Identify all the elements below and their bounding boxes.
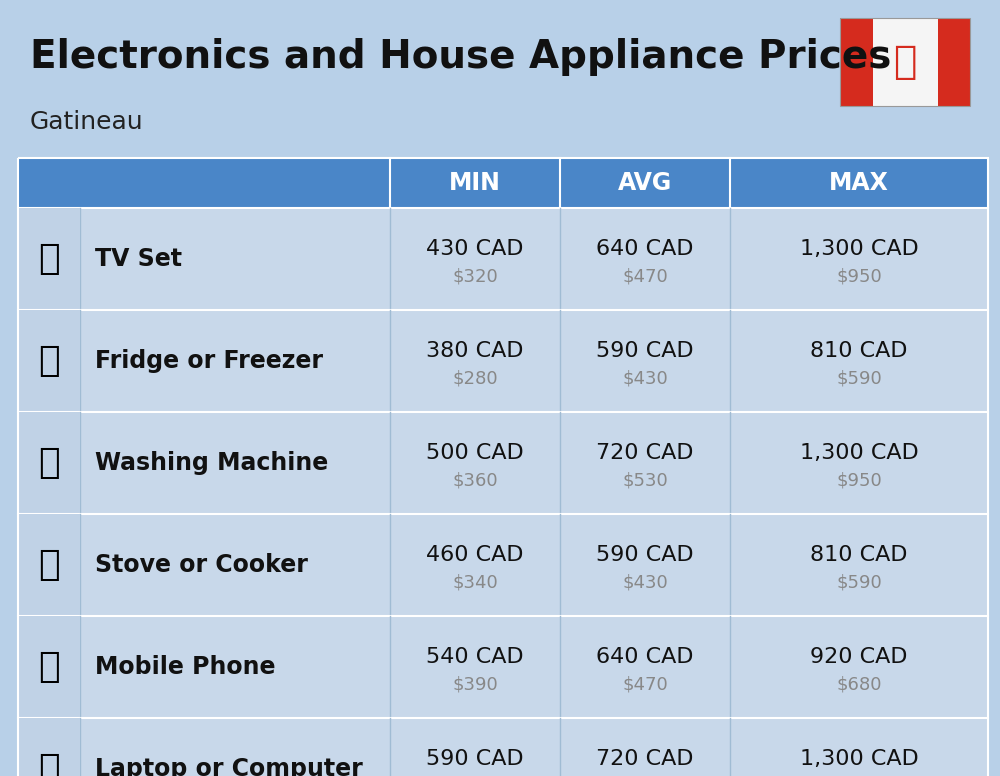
- Text: $430: $430: [622, 574, 668, 592]
- Bar: [18, 412, 988, 514]
- Bar: [18, 158, 988, 776]
- Text: $390: $390: [452, 676, 498, 694]
- Text: 🧊: 🧊: [38, 344, 60, 378]
- Text: $530: $530: [622, 472, 668, 490]
- Text: MIN: MIN: [449, 171, 501, 195]
- Bar: [18, 616, 80, 718]
- Bar: [18, 208, 988, 310]
- Text: 430 CAD: 430 CAD: [426, 239, 524, 259]
- Text: $470: $470: [622, 268, 668, 286]
- Bar: [18, 718, 988, 776]
- Text: 590 CAD: 590 CAD: [596, 545, 694, 565]
- Text: Fridge or Freezer: Fridge or Freezer: [95, 349, 323, 373]
- Text: MAX: MAX: [829, 171, 889, 195]
- Text: Stove or Cooker: Stove or Cooker: [95, 553, 308, 577]
- Text: 500 CAD: 500 CAD: [426, 443, 524, 463]
- Bar: [18, 718, 80, 776]
- Bar: [18, 208, 80, 310]
- Text: $590: $590: [836, 574, 882, 592]
- Text: 380 CAD: 380 CAD: [426, 341, 524, 361]
- Text: 460 CAD: 460 CAD: [426, 545, 524, 565]
- Text: 📺: 📺: [38, 242, 60, 276]
- Text: Gatineau: Gatineau: [30, 110, 144, 134]
- Text: Laptop or Computer: Laptop or Computer: [95, 757, 363, 776]
- Text: 🌀: 🌀: [38, 446, 60, 480]
- Text: 1,300 CAD: 1,300 CAD: [800, 443, 918, 463]
- Bar: [18, 158, 988, 208]
- Text: 📱: 📱: [38, 650, 60, 684]
- Text: 810 CAD: 810 CAD: [810, 341, 908, 361]
- Text: $680: $680: [836, 676, 882, 694]
- Text: 540 CAD: 540 CAD: [426, 647, 524, 667]
- Text: 🔥: 🔥: [38, 548, 60, 582]
- Text: 1,300 CAD: 1,300 CAD: [800, 749, 918, 769]
- Text: Washing Machine: Washing Machine: [95, 451, 328, 475]
- Text: $360: $360: [452, 472, 498, 490]
- Text: $950: $950: [836, 472, 882, 490]
- Text: $950: $950: [836, 268, 882, 286]
- Text: Electronics and House Appliance Prices: Electronics and House Appliance Prices: [30, 38, 891, 76]
- Bar: [18, 514, 80, 616]
- Text: 590 CAD: 590 CAD: [596, 341, 694, 361]
- Text: 🍁: 🍁: [893, 43, 917, 81]
- Text: 720 CAD: 720 CAD: [596, 443, 694, 463]
- Text: 720 CAD: 720 CAD: [596, 749, 694, 769]
- Text: $470: $470: [622, 676, 668, 694]
- Text: $590: $590: [836, 370, 882, 388]
- Text: 920 CAD: 920 CAD: [810, 647, 908, 667]
- Text: 640 CAD: 640 CAD: [596, 239, 694, 259]
- Text: 590 CAD: 590 CAD: [426, 749, 524, 769]
- Text: 640 CAD: 640 CAD: [596, 647, 694, 667]
- Bar: [18, 310, 988, 412]
- Bar: [840, 18, 970, 106]
- Bar: [18, 310, 80, 412]
- Text: TV Set: TV Set: [95, 247, 182, 271]
- Bar: [18, 616, 988, 718]
- Text: $340: $340: [452, 574, 498, 592]
- Bar: [18, 514, 988, 616]
- Bar: [938, 18, 970, 106]
- Text: AVG: AVG: [618, 171, 672, 195]
- Text: 💻: 💻: [38, 752, 60, 776]
- Text: $280: $280: [452, 370, 498, 388]
- Bar: [840, 18, 872, 106]
- Bar: [872, 18, 938, 106]
- Text: 810 CAD: 810 CAD: [810, 545, 908, 565]
- Bar: [18, 412, 80, 514]
- Text: $430: $430: [622, 370, 668, 388]
- Text: 1,300 CAD: 1,300 CAD: [800, 239, 918, 259]
- Text: Mobile Phone: Mobile Phone: [95, 655, 276, 679]
- Text: $320: $320: [452, 268, 498, 286]
